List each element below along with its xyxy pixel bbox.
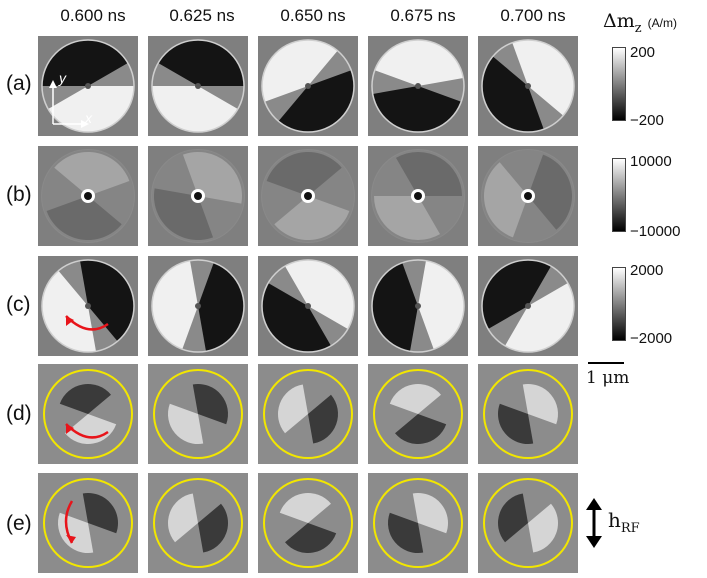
panel-c-3-image [371,259,465,353]
time-label-3: 0.675 ns [390,6,456,25]
panel-e-0 [38,473,138,573]
colorbar-c-max: 2000 [630,262,664,279]
panel-e-1 [148,473,248,573]
panel-e-4 [478,473,578,573]
panel-a-2 [258,36,358,136]
panel-d-2 [258,364,358,464]
colorbar-b-min: −10000 [630,223,681,240]
panel-c-4 [478,256,578,356]
row-label-c: (c) [6,293,31,316]
time-label-4: 0.700 ns [500,6,566,25]
panel-d-1-image [148,364,248,464]
scale-bar [588,362,624,364]
panel-e-3 [368,473,468,573]
panel-e-3-image [368,473,468,573]
colorbar-a-min: −200 [630,112,664,129]
panel-d-3-image [368,364,468,464]
panel-d-0 [38,364,138,464]
colorbar-b-max: 10000 [630,153,672,170]
panel-d-4-image [478,364,578,464]
axis-y-label: y [59,70,66,86]
row-label-e: (e) [6,512,32,535]
panel-c-1 [148,256,248,356]
row-label-a: (a) [6,72,32,95]
colorbar-c-min: −2000 [630,330,673,347]
rotation-arrow-head [66,316,74,326]
panel-d-3 [368,364,468,464]
axes-arrows-icon [49,80,89,128]
panel-e-2-image [258,473,358,573]
panel-b-3-image [371,149,465,243]
scale-bar-label: 1 μm [586,368,630,388]
colorbar-a [612,47,626,121]
panel-a-1-image [151,39,245,133]
panel-b-2 [258,146,358,246]
panel-a-2-image [261,39,355,133]
panel-c-3 [368,256,468,356]
panel-d-2-image [258,364,358,464]
rotation-arrow-head [66,424,74,434]
colorbar-title: Δmz (A/m) [603,10,677,36]
row-label-b: (b) [6,183,32,206]
colorbar-a-max: 200 [630,44,656,61]
time-label-1: 0.625 ns [169,6,235,25]
double-arrow-icon [586,498,602,548]
panel-e-0-image [38,473,138,573]
colorbar-b [612,158,626,232]
panel-e-1-image [148,473,248,573]
panel-a-0-image [41,39,135,133]
panel-c-1-image [151,259,245,353]
panel-c-0-image [41,259,135,353]
panel-b-4-image [481,149,575,243]
panel-d-0-image [38,364,138,464]
panel-b-2-image [261,149,355,243]
rotation-arrow-head [66,535,76,543]
panel-e-4-image [478,473,578,573]
panel-c-0 [38,256,138,356]
panel-a-3 [368,36,468,136]
panel-b-0-image [41,149,135,243]
panel-a-1 [148,36,248,136]
axes-indicator: y x [45,70,95,132]
panel-b-1-image [151,149,245,243]
row-label-d: (d) [6,402,32,425]
panel-e-2 [258,473,358,573]
panel-c-4-image [481,259,575,353]
panel-a-3-image [371,39,465,133]
panel-b-1 [148,146,248,246]
axis-x-label: x [85,110,92,126]
colorbar-c [612,267,626,341]
panel-b-0 [38,146,138,246]
panel-d-1 [148,364,248,464]
panel-c-2 [258,256,358,356]
panel-b-3 [368,146,468,246]
time-label-2: 0.650 ns [280,6,346,25]
panel-c-2-image [261,259,355,353]
time-label-0: 0.600 ns [60,6,126,25]
panel-a-4-image [481,39,575,133]
panel-a-4 [478,36,578,136]
field-label: hRF [608,508,640,536]
panel-a-0 [38,36,138,136]
panel-d-4 [478,364,578,464]
panel-b-4 [478,146,578,246]
